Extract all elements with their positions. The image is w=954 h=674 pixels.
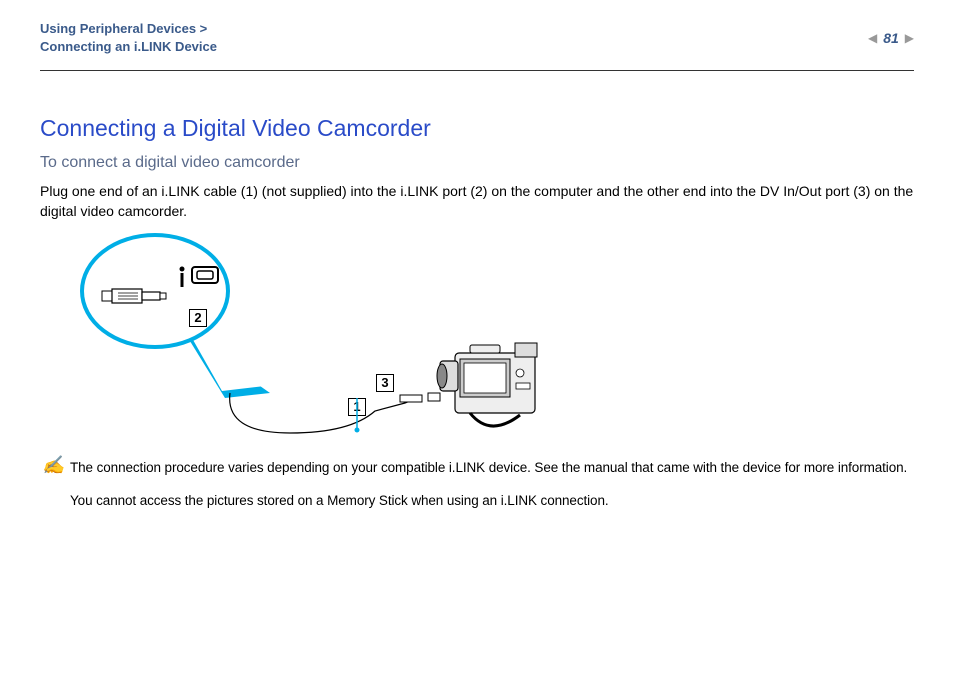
notes: ✍ The connection procedure varies depend… [70, 459, 914, 511]
note-text-1: The connection procedure varies dependin… [70, 459, 914, 478]
breadcrumb: Using Peripheral Devices > Connecting an… [40, 20, 217, 56]
breadcrumb-line-2: Connecting an i.LINK Device [40, 38, 217, 56]
page-header: Using Peripheral Devices > Connecting an… [40, 20, 914, 56]
header-rule [40, 70, 914, 71]
page-content: Connecting a Digital Video Camcorder To … [40, 115, 914, 525]
page-number: 81 [883, 30, 899, 46]
page-title: Connecting a Digital Video Camcorder [40, 115, 914, 142]
note-text-2: You cannot access the pictures stored on… [70, 492, 914, 511]
next-page-icon[interactable]: ▶ [905, 31, 914, 45]
page-nav: ◀ 81 ▶ [868, 30, 914, 46]
section-subtitle: To connect a digital video camcorder [40, 154, 914, 172]
prev-page-icon[interactable]: ◀ [868, 31, 877, 45]
leader-lines [70, 233, 590, 453]
instruction-text: Plug one end of an i.LINK cable (1) (not… [40, 182, 914, 221]
note-icon: ✍ [42, 455, 64, 476]
breadcrumb-line-1: Using Peripheral Devices > [40, 20, 217, 38]
connection-diagram: 1 2 3 [70, 233, 590, 453]
